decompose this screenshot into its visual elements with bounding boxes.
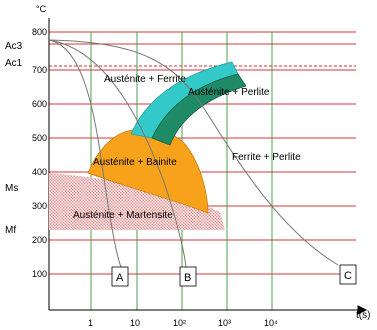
cooling-curve-labels: A B C — [111, 264, 357, 287]
y-axis-unit: °C — [36, 4, 47, 14]
curve-b-box — [179, 266, 197, 287]
x-axis-unit: t(s) — [356, 310, 370, 321]
label-austenite-perlite: Austénite + Perlite — [188, 87, 270, 98]
cooling-curve-b — [48, 39, 187, 268]
label-austenite-martensite: Austénite + Martensite — [73, 210, 173, 221]
y-tick-600: 600 — [32, 99, 47, 109]
y-tick-700: 700 — [32, 65, 47, 75]
y-tick-400: 400 — [32, 167, 47, 177]
perlite-band — [151, 73, 247, 146]
curve-a-label: A — [116, 272, 124, 284]
y-tick-200: 200 — [32, 235, 47, 245]
y-tick-300: 300 — [32, 201, 47, 211]
axes-lines — [48, 18, 368, 315]
curve-a-box — [111, 266, 129, 287]
x-tick-labels: 1 10 10² 10³ 10⁴ — [88, 318, 278, 328]
x-axis-arrow-icon — [357, 305, 368, 315]
curve-c-label: C — [344, 270, 352, 282]
curve-b-label: B — [184, 272, 191, 284]
x-tick-1: 1 — [88, 318, 93, 328]
curve-c-box — [339, 264, 357, 285]
martensite-region — [49, 173, 225, 230]
label-ms: Ms — [5, 183, 18, 194]
label-ac1: Ac1 — [5, 58, 23, 69]
temperature-gridlines — [49, 31, 356, 275]
label-ac3: Ac3 — [5, 41, 23, 52]
label-mf: Mf — [5, 225, 16, 236]
label-austenite-bainite: Austénite + Bainite — [93, 157, 177, 168]
bainite-region — [87, 128, 209, 214]
label-austenite-ferrite: Austénite + Ferrite — [104, 74, 186, 85]
y-tick-800: 800 — [32, 27, 47, 37]
cooling-curve-a — [48, 39, 122, 268]
label-ferrite-perlite: Ferrite + Perlite — [232, 152, 301, 163]
x-tick-1000: 10³ — [218, 318, 231, 328]
y-tick-500: 500 — [32, 133, 47, 143]
cooling-curves — [48, 39, 339, 268]
y-tick-labels: 800 700 600 500 400 300 200 100 — [32, 27, 47, 279]
x-tick-10000: 10⁴ — [264, 318, 278, 328]
x-tick-100: 10² — [173, 318, 186, 328]
y-tick-100: 100 — [32, 269, 47, 279]
cooling-curve-c — [48, 39, 339, 266]
x-tick-10: 10 — [130, 318, 140, 328]
